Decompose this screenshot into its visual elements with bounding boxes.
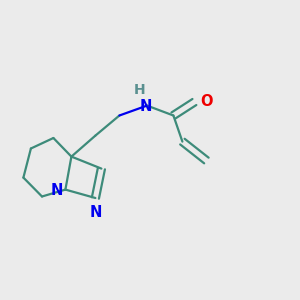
Text: N: N [51,183,63,198]
Text: H: H [134,83,145,97]
Text: N: N [139,99,152,114]
Text: O: O [200,94,213,109]
Text: N: N [90,205,102,220]
